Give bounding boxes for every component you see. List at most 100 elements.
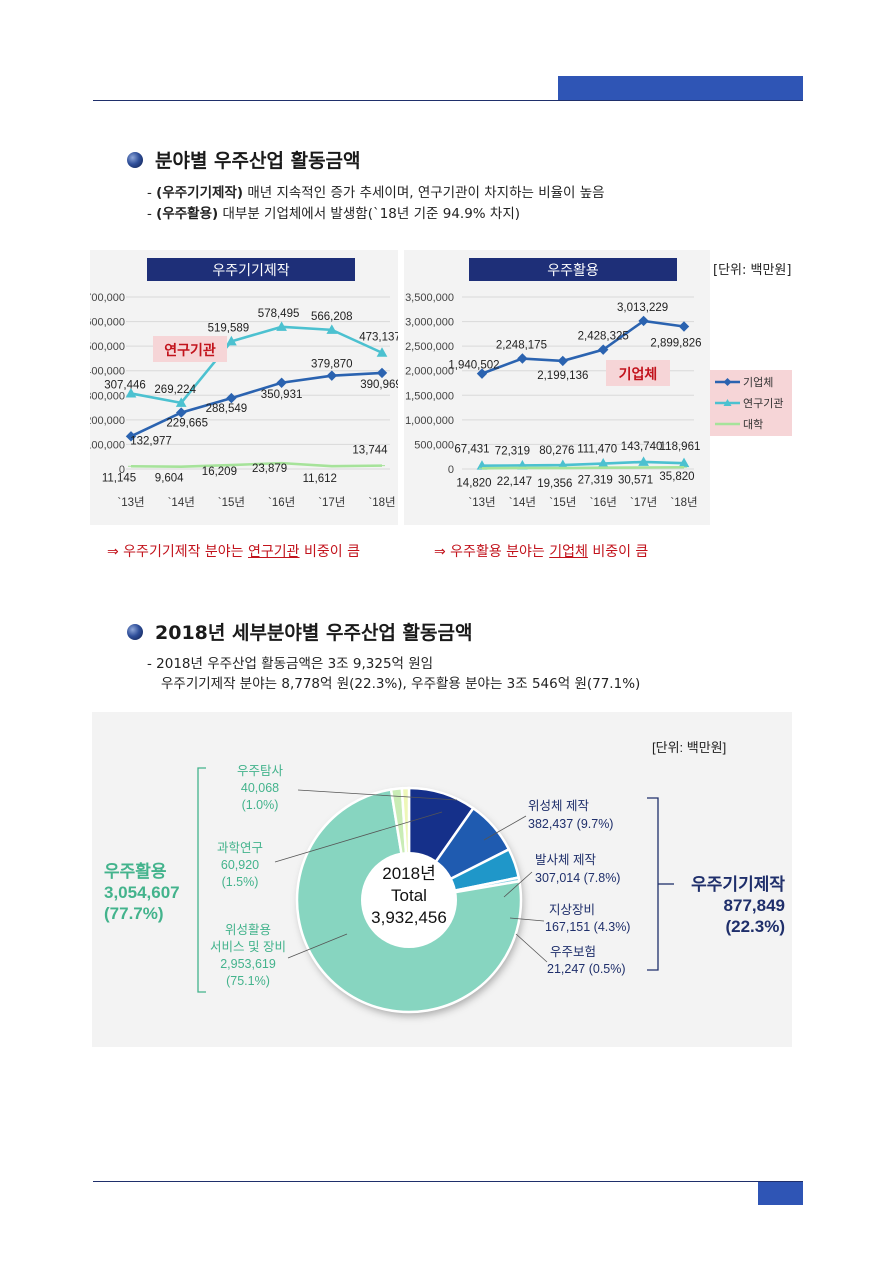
c1-ytick: 400,000	[90, 366, 125, 378]
c2-ytick: 2,000,000	[405, 366, 454, 378]
section1-bullet-icon	[127, 152, 143, 168]
pie-chart-panel: [단위: 백만원] 2018년 Total 3,932,456 우주탐사 40,…	[92, 712, 792, 1047]
pie-center-total: Total	[391, 886, 427, 905]
c1-data-label: 269,224	[154, 384, 196, 396]
c1-point	[226, 335, 237, 346]
chart1-title: 우주기기제작	[212, 262, 289, 278]
header-accent-bar	[558, 76, 803, 100]
c2-data-label: 72,319	[495, 445, 530, 457]
c1-data-label: 11,612	[303, 473, 337, 485]
group-manufacturing-pct: (22.3%)	[725, 917, 785, 936]
pie-label-balsa-value: 307,014 (7.8%)	[535, 871, 620, 885]
c1-data-label: 16,209	[202, 466, 237, 478]
c2-data-label: 14,820	[456, 477, 491, 489]
c1-point	[175, 407, 187, 418]
chart-manufacturing: 우주기기제작 0 100,000 200,000 300,000 400,000 500,…	[90, 250, 398, 525]
c1-data-label: 390,969	[360, 379, 398, 391]
c2-data-label: 2,428,325	[578, 331, 629, 343]
c2-point	[557, 355, 569, 367]
c2-point	[597, 344, 609, 355]
pie-center-value: 3,932,456	[371, 908, 447, 927]
c1-point	[326, 370, 338, 381]
c1-point	[276, 321, 287, 331]
c2-ytick: 500,000	[414, 439, 454, 451]
c2-ytick: 1,000,000	[405, 415, 454, 427]
pie-label-wisung-value: 382,437 (9.7%)	[528, 817, 613, 831]
c1-xtick: `15년	[218, 496, 245, 509]
c2-data-label: 1,940,502	[448, 360, 499, 372]
c2-series-0	[481, 319, 685, 375]
section2-bullet-icon	[127, 624, 143, 640]
c2-data-label: 67,431	[454, 444, 489, 456]
c1-point	[125, 387, 137, 398]
section1-title: 분야별 우주산업 활동금액	[155, 150, 361, 172]
chart-utilization: 우주활용 0 500,000 1,000,000 1,500,000 2,000,000…	[404, 250, 710, 525]
c2-xtick: `13년	[468, 496, 495, 509]
c1-ytick: 600,000	[90, 317, 125, 329]
c1-point	[175, 397, 187, 407]
pie-label-balsa-name: 발사체 제작	[535, 853, 596, 867]
c1-data-label: 473,137	[359, 332, 398, 344]
c2-ytick: 1,500,000	[405, 390, 454, 402]
pie-label-gwahak-name: 과학연구	[217, 841, 263, 855]
chart-unit-label: [단위: 백만원]	[713, 263, 792, 278]
pie-label-boheom-name: 우주보험	[550, 945, 596, 959]
c2-ytick: 2,500,000	[405, 341, 454, 353]
c1-series-0	[130, 371, 383, 438]
c2-point	[476, 368, 488, 379]
group-manufacturing-value: 877,849	[724, 896, 785, 915]
group-manufacturing-name: 우주기기제작	[691, 875, 785, 894]
c1-xtick: `13년	[117, 496, 144, 509]
c1-data-label: 23,879	[252, 463, 287, 475]
pie-label-jisang-value: 167,151 (4.3%)	[545, 920, 630, 934]
c2-data-label: 2,199,136	[537, 370, 588, 382]
c2-data-label: 35,820	[659, 471, 694, 483]
pie-label-tamsa-pct: (1.0%)	[242, 798, 279, 812]
legend-institute: 연구기관	[743, 397, 783, 410]
c1-data-label: 9,604	[155, 473, 184, 485]
pie-label-wisunghwal-value: 2,953,619	[220, 957, 276, 971]
c1-data-label: 11,145	[102, 472, 136, 484]
c2-data-label: 80,276	[539, 445, 574, 457]
c2-point	[678, 321, 690, 332]
c1-ytick: 0	[119, 464, 125, 476]
c2-data-label: 30,571	[618, 474, 653, 486]
c2-xtick: `14년	[509, 496, 536, 509]
footer-page-tab	[758, 1182, 803, 1205]
c1-point	[376, 367, 388, 379]
pie-unit-label: [단위: 백만원]	[652, 740, 726, 755]
c2-ytick: 3,500,000	[405, 292, 454, 304]
pie-label-tamsa-name: 우주탐사	[237, 764, 284, 778]
c1-xtick: `17년	[318, 496, 345, 509]
c1-data-label: 307,446	[104, 379, 146, 391]
pie-label-jisang-name: 지상장비	[549, 903, 595, 917]
c1-ytick: 300,000	[90, 390, 125, 402]
c2-point	[638, 315, 649, 327]
section1-line2: - (우주활용) 대부분 기업체에서 발생함(`18년 기준 94.9% 차지)	[147, 206, 521, 222]
c1-data-label: 519,589	[208, 322, 250, 334]
c1-point	[326, 324, 338, 334]
pie-label-wisunghwal-name: 위성활용	[225, 923, 271, 937]
c1-data-label: 132,977	[130, 435, 172, 447]
c1-xtick: `16년	[268, 496, 295, 509]
c1-data-label: 13,744	[352, 445, 388, 457]
c2-data-label: 2,899,826	[650, 337, 701, 349]
c1-point	[276, 377, 287, 388]
c2-xtick: `16년	[590, 496, 617, 509]
c2-data-label: 2,248,175	[496, 340, 547, 352]
c2-series-2	[481, 465, 685, 470]
pie-label-boheom-value: 21,247 (0.5%)	[547, 962, 626, 976]
c1-point	[226, 392, 237, 404]
group-utilization-value: 3,054,607	[104, 883, 180, 902]
pie-label-wisunghwal-name2: 서비스 및 장비	[210, 940, 286, 954]
section2-line2: 우주기기제작 분야는 8,778억 원(22.3%), 우주활용 분야는 3조 …	[161, 676, 641, 692]
pie-label-gwahak-value: 60,920	[221, 858, 259, 872]
c1-data-label: 288,549	[206, 403, 248, 415]
c2-data-label: 27,319	[578, 475, 613, 487]
c2-data-label: 111,470	[577, 444, 617, 456]
pie-center-year: 2018년	[382, 864, 435, 883]
c1-series-2	[130, 461, 383, 468]
chart-legend: 기업체 연구기관 대학	[710, 370, 792, 436]
section2-title: 2018년 세부분야별 우주산업 활동금액	[155, 622, 473, 644]
c2-data-label: 143,740	[621, 441, 663, 453]
